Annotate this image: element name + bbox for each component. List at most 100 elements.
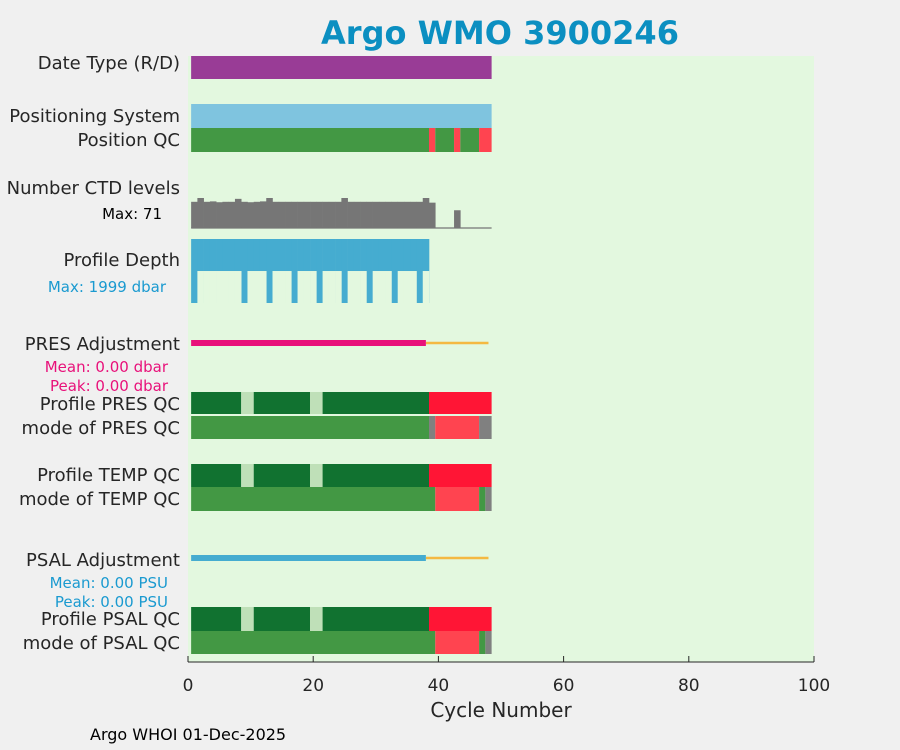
profile-depth-bar	[222, 239, 229, 303]
mode-psal-qc-segment	[191, 631, 436, 654]
ctd-levels-bar	[341, 198, 348, 228]
label-position-qc: Position QC	[77, 130, 180, 151]
mode-pres-qc-segment	[479, 416, 492, 439]
ctd-levels-bar	[316, 201, 323, 228]
profile-depth-bar	[266, 239, 273, 303]
profile-depth-bar	[378, 239, 386, 303]
mode-temp-qc-segment	[191, 487, 436, 511]
profile-depth-gap	[378, 271, 386, 303]
profile-depth-gap	[335, 271, 342, 303]
profile-psal-qc-segment	[322, 607, 430, 631]
ctd-levels-bar	[322, 201, 330, 228]
x-axis: 0 20 40 60 80 100	[183, 656, 830, 696]
ctd-levels-bar	[310, 201, 317, 228]
ctd-levels-bar	[303, 201, 311, 228]
profile-depth-bar	[322, 239, 330, 303]
ctd-levels-bar	[429, 202, 436, 228]
profile-depth-gap	[397, 271, 405, 303]
profile-depth-bar	[278, 239, 286, 303]
mode-temp-qc-segment	[485, 487, 492, 511]
profile-depth-bar	[272, 239, 280, 303]
label-date-type: Date Type (R/D)	[38, 53, 180, 74]
profile-depth-bar	[259, 239, 267, 303]
x-tick-label: 100	[798, 676, 830, 696]
position-qc-segment	[191, 128, 430, 152]
x-tick-label: 0	[183, 676, 194, 696]
date-type-segment	[191, 56, 492, 79]
chart-marks	[191, 56, 492, 654]
profile-depth-gap	[372, 271, 380, 303]
profile-depth-gap	[347, 271, 355, 303]
profile-depth-bar	[303, 239, 311, 303]
footer-text: Argo WHOI 01-Dec-2025	[90, 725, 287, 744]
position-qc-segment	[435, 128, 455, 152]
profile-depth-bar	[360, 239, 367, 303]
profile-pres-qc-segment	[253, 392, 311, 414]
mode-temp-qc-segment	[435, 487, 480, 511]
profile-depth-gap	[247, 271, 255, 303]
ctd-levels-bar	[253, 201, 261, 228]
chart-title: Argo WMO 3900246	[321, 14, 679, 52]
profile-temp-qc-segment	[253, 464, 311, 487]
mode-psal-qc-segment	[479, 631, 486, 654]
label-pres-peak: Peak: 0.00 dbar	[50, 377, 169, 395]
profile-depth-gap	[285, 271, 292, 303]
profile-depth-bar	[335, 239, 342, 303]
profile-depth-bar	[391, 239, 399, 303]
profile-depth-gap	[234, 271, 242, 303]
profile-depth-bar	[353, 239, 361, 303]
profile-depth-gap	[278, 271, 286, 303]
label-profile-temp-qc: Profile TEMP QC	[37, 465, 180, 486]
x-axis-label: Cycle Number	[430, 698, 572, 722]
ctd-levels-bar	[197, 198, 204, 228]
profile-depth-gap	[272, 271, 280, 303]
x-tick-label: 60	[553, 676, 575, 696]
ctd-levels-bar	[266, 198, 273, 228]
mode-pres-qc-segment	[429, 416, 436, 439]
label-mode-psal-qc: mode of PSAL QC	[23, 633, 180, 654]
profile-depth-gap	[216, 271, 223, 303]
positioning-segment	[191, 104, 492, 128]
profile-depth-bar	[328, 239, 336, 303]
ctd-levels-bar	[422, 198, 430, 228]
ctd-levels-bar	[410, 201, 417, 228]
profile-psal-qc-segment	[253, 607, 311, 631]
label-mode-temp-qc: mode of TEMP QC	[19, 489, 180, 510]
profile-depth-gap	[203, 271, 211, 303]
label-number-ctd-levels: Number CTD levels	[7, 178, 180, 199]
ctd-levels-bar	[353, 201, 361, 228]
ctd-levels-bar	[222, 201, 229, 228]
ctd-levels-bar	[191, 201, 198, 228]
profile-temp-qc-segment	[241, 464, 254, 487]
ctd-levels-bar	[272, 201, 280, 228]
ctd-levels-bar	[216, 202, 223, 228]
profile-depth-bar	[403, 239, 411, 303]
profile-depth-gap	[360, 271, 367, 303]
profile-depth-bar	[253, 239, 261, 303]
profile-psal-qc-segment	[241, 607, 254, 631]
profile-temp-qc-segment	[191, 464, 242, 487]
profile-depth-gap	[322, 271, 330, 303]
mode-pres-qc-segment	[191, 416, 430, 439]
ctd-levels-bar	[297, 201, 305, 228]
profile-depth-bar	[347, 239, 355, 303]
profile-depth-bar	[247, 239, 255, 303]
label-psal-peak: Peak: 0.00 PSU	[55, 593, 168, 611]
ctd-levels-bar	[203, 201, 211, 228]
position-qc-segment	[479, 128, 492, 152]
ctd-levels-bar	[259, 201, 267, 228]
profile-depth-bar	[397, 239, 405, 303]
profile-depth-gap	[328, 271, 336, 303]
profile-psal-qc-segment	[429, 607, 492, 631]
label-profile-psal-qc: Profile PSAL QC	[41, 609, 180, 630]
label-pres-mean: Mean: 0.00 dbar	[45, 358, 169, 376]
profile-depth-gap	[222, 271, 229, 303]
label-psal-adjustment: PSAL Adjustment	[26, 550, 180, 571]
label-profile-depth: Profile Depth	[63, 250, 180, 271]
mode-psal-qc-segment	[435, 631, 480, 654]
profile-pres-qc-segment	[310, 392, 323, 414]
ctd-levels-bar	[403, 201, 411, 228]
ctd-levels-bar	[385, 201, 392, 228]
label-ctd-max: Max: 71	[102, 205, 162, 223]
mode-pres-qc-segment	[435, 416, 480, 439]
